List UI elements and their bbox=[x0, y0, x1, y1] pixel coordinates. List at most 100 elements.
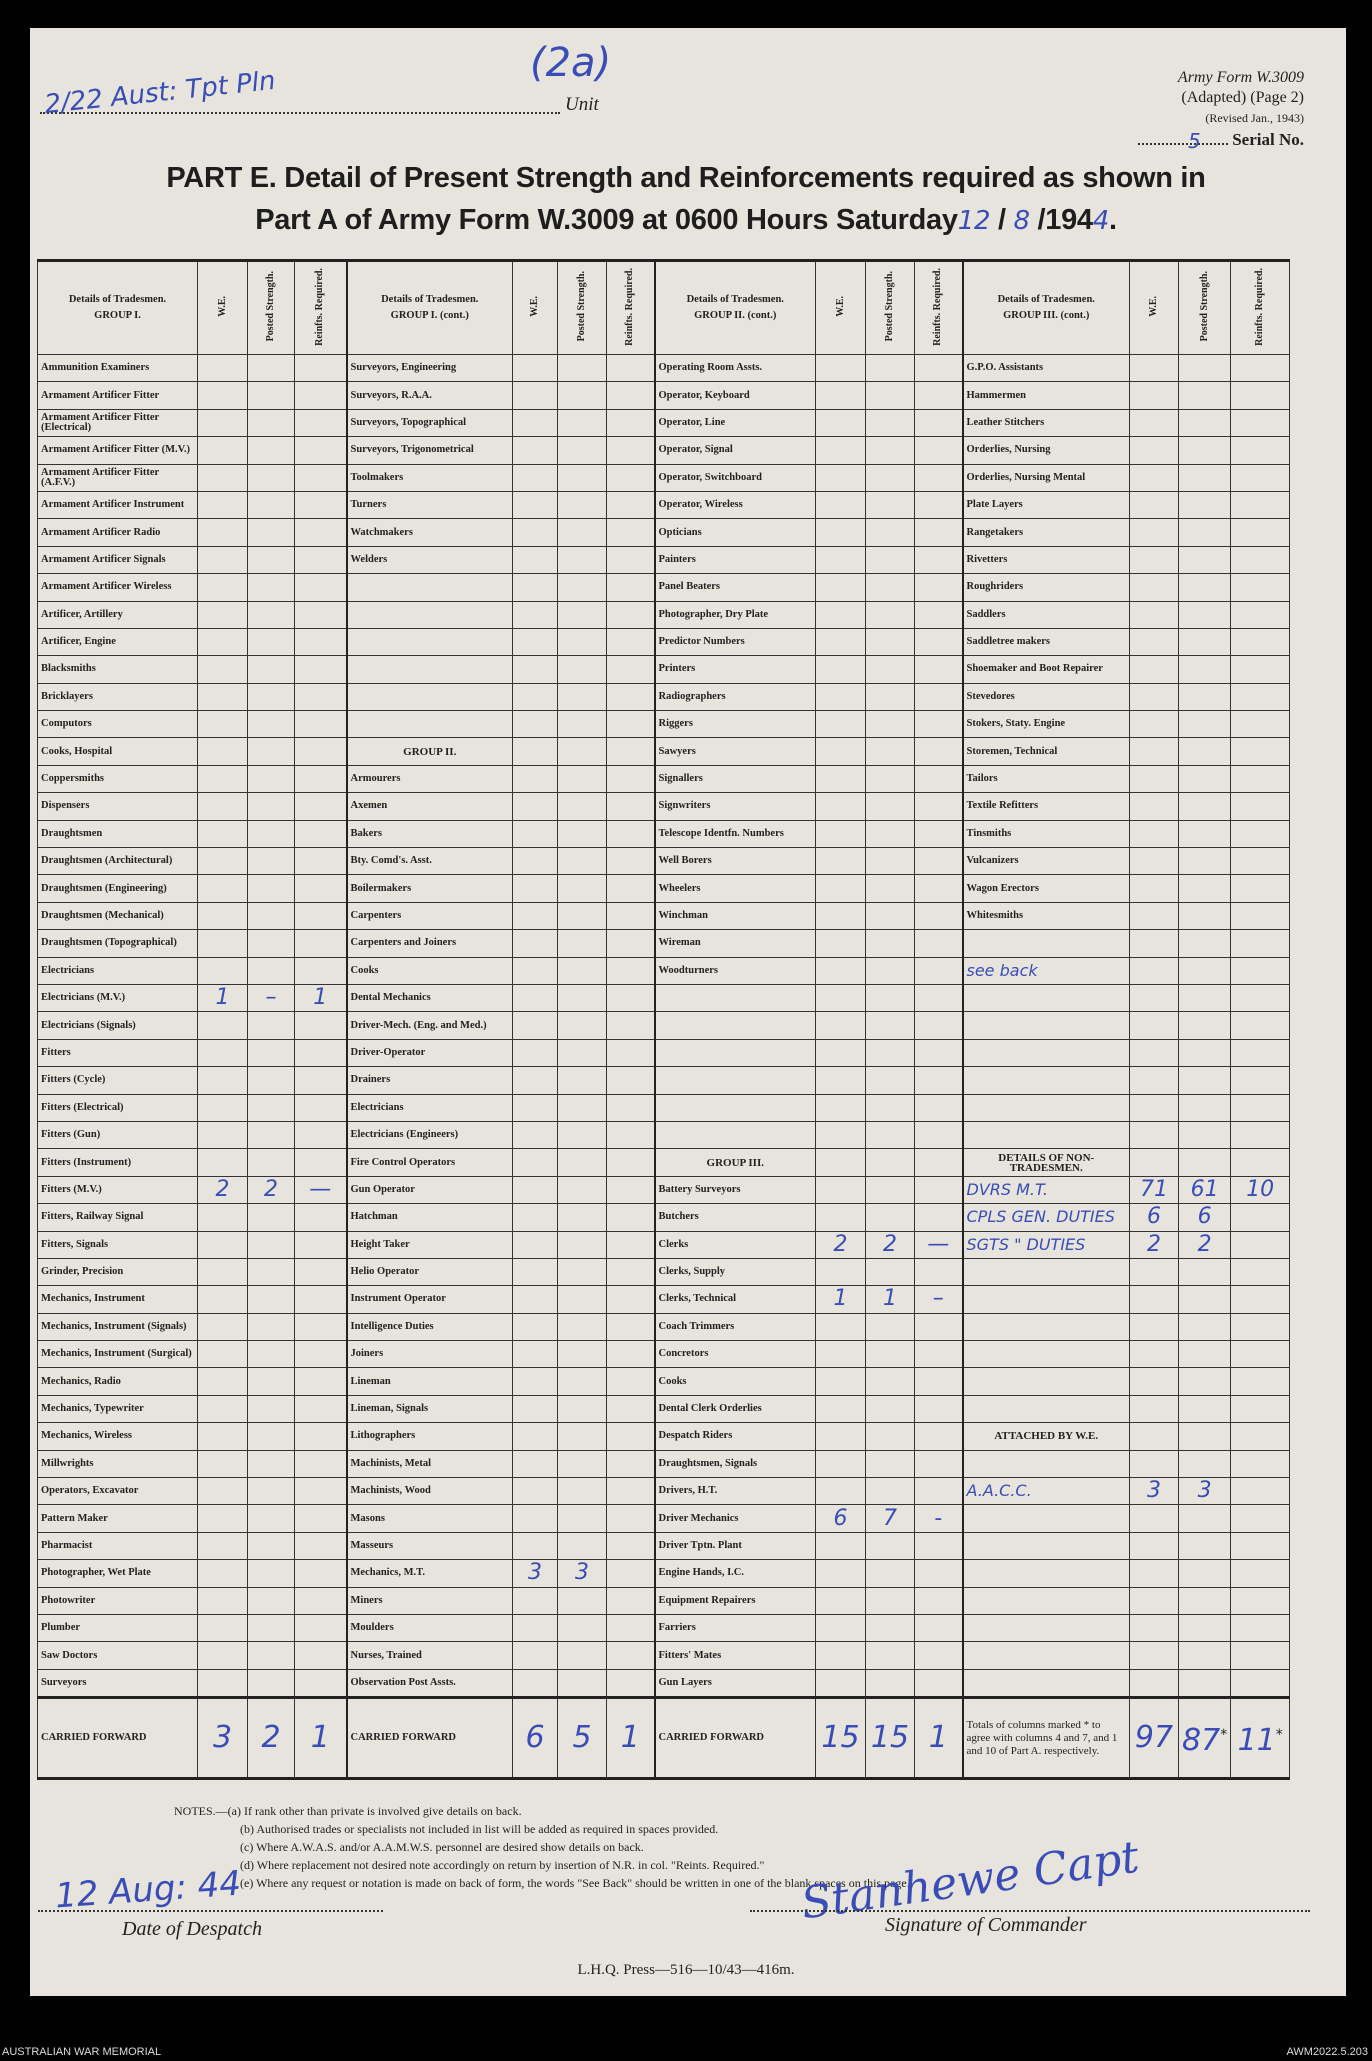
we-cell: 3 bbox=[1129, 1477, 1179, 1506]
rr-cell bbox=[1230, 1477, 1291, 1506]
table-row: Draughtsmen Bakers Telescope Identfn. Numb… bbox=[37, 819, 1291, 849]
form-revised: (Revised Jan., 1943) bbox=[1205, 111, 1304, 125]
posted-cell bbox=[557, 518, 607, 547]
reinfts-cell bbox=[1230, 655, 1291, 684]
we-cell bbox=[197, 1422, 248, 1451]
trade-label: Boilermakers bbox=[345, 874, 513, 903]
table-row: Draughtsmen (Engineering) Boilermakers Whe… bbox=[37, 874, 1291, 903]
we-cell bbox=[1129, 1394, 1179, 1424]
we-cell bbox=[512, 1668, 558, 1699]
trade-label: Saddletree makers bbox=[961, 627, 1130, 657]
reinfts-cell bbox=[1230, 792, 1291, 821]
reinfts-cell bbox=[914, 1586, 963, 1615]
posted-cell bbox=[1177, 408, 1232, 438]
trade-label: Operator, Wireless bbox=[653, 490, 816, 520]
title-line-1: PART E. Detail of Present Strength and R… bbox=[166, 162, 1206, 194]
reinfts-cell bbox=[914, 1641, 963, 1670]
reinfts-cell bbox=[294, 1340, 347, 1369]
trade-label bbox=[961, 1312, 1130, 1342]
reinfts-cell bbox=[606, 956, 655, 985]
trade-label: Millwrights bbox=[37, 1449, 198, 1479]
we-cell: 1 bbox=[815, 1285, 866, 1314]
table-row: Dispensers Axemen Signwriters Textile Refit… bbox=[37, 792, 1291, 821]
posted-cell bbox=[557, 600, 607, 629]
table-row: Armament Artificer Fitter Surveyors, R.A.… bbox=[37, 381, 1291, 410]
reinfts-cell bbox=[914, 1613, 963, 1643]
ps-cell: 3 bbox=[1177, 1477, 1232, 1506]
we-cell bbox=[197, 1668, 248, 1699]
empty-cell bbox=[865, 1148, 915, 1177]
table-row: Armament Artificer Wireless Panel Beaters… bbox=[37, 573, 1291, 602]
reinfts-cell bbox=[1230, 929, 1291, 958]
total-number: 87 bbox=[1182, 1723, 1221, 1759]
reinfts-cell bbox=[294, 627, 347, 657]
group-heading: GROUP III. bbox=[653, 1148, 816, 1177]
reinfts-cell bbox=[606, 1285, 655, 1314]
total-number: 97 bbox=[1134, 1720, 1174, 1756]
table-row: Artificer, Artillery Photographer, Dry Pl… bbox=[37, 600, 1291, 629]
reinfts-cell: - bbox=[914, 1504, 963, 1533]
posted-cell bbox=[247, 518, 295, 547]
table-row: Fitters (M.V.) 2 2— Gun Operator Battery Sur… bbox=[37, 1175, 1291, 1205]
we-cell bbox=[512, 1203, 558, 1232]
trade-label: Fitters bbox=[37, 1038, 198, 1068]
trade-label: Saddlers bbox=[961, 600, 1130, 629]
we-cell bbox=[512, 1504, 558, 1533]
table-row: Fitters (Instrument) Fire Control Operato… bbox=[37, 1148, 1291, 1177]
posted-cell bbox=[865, 545, 915, 575]
posted-cell bbox=[865, 847, 915, 876]
trade-label: Clerks, Supply bbox=[653, 1257, 816, 1287]
posted-cell bbox=[557, 1175, 607, 1205]
posted-cell bbox=[865, 1531, 915, 1561]
reinfts-header-label: Reinfts. Required. bbox=[624, 267, 636, 346]
we-cell bbox=[1129, 1641, 1179, 1670]
trade-label: Armament Artificer Fitter (M.V.) bbox=[37, 436, 198, 465]
trade-label bbox=[653, 1093, 816, 1122]
table-row: Mechanics, Radio Lineman Cooks bbox=[37, 1367, 1291, 1396]
posted-cell bbox=[865, 1641, 915, 1670]
reinfts-cell bbox=[914, 518, 963, 547]
trade-label: Operators, Excavator bbox=[37, 1477, 198, 1506]
posted-cell bbox=[557, 1148, 607, 1177]
trade-label bbox=[345, 655, 513, 684]
table-row: Mechanics, Instrument (Surgical) Joiners C… bbox=[37, 1340, 1291, 1369]
reinfts-cell bbox=[606, 1504, 655, 1533]
table-row: Pharmacist Masseurs Driver Tptn. Plant bbox=[37, 1531, 1291, 1561]
table-row: Pattern Maker Masons Driver Mechanics 6 7- bbox=[37, 1504, 1291, 1533]
table-row: Surveyors Observation Post Assts. Gun Laye… bbox=[37, 1668, 1291, 1699]
posted-cell bbox=[1177, 573, 1232, 602]
reinfts-cell bbox=[914, 600, 963, 629]
posted-cell bbox=[865, 1312, 915, 1342]
reinfts-cell bbox=[606, 1641, 655, 1670]
reinfts-cell bbox=[1230, 518, 1291, 547]
trade-label: Armament Artificer Fitter (Electrical) bbox=[37, 408, 198, 438]
trade-label bbox=[345, 682, 513, 712]
we-cell bbox=[815, 847, 866, 876]
posted-cell bbox=[557, 490, 607, 520]
reinfts-cell bbox=[914, 1038, 963, 1068]
trade-label: Gun Operator bbox=[345, 1175, 513, 1205]
trade-label: Whitesmiths bbox=[961, 901, 1130, 931]
trade-label bbox=[653, 1038, 816, 1068]
we-cell bbox=[197, 436, 248, 465]
trade-label: Fitters (Gun) bbox=[37, 1120, 198, 1150]
trade-label: Lineman bbox=[345, 1367, 513, 1396]
posted-cell bbox=[247, 1148, 295, 1177]
reinfts-cell bbox=[1230, 1531, 1291, 1561]
posted-cell bbox=[865, 956, 915, 985]
we-cell bbox=[512, 1257, 558, 1287]
reinfts-header-label: Reinfts. Required. bbox=[314, 267, 326, 346]
we-cell bbox=[1129, 1120, 1179, 1150]
reinfts-cell bbox=[606, 545, 655, 575]
posted-cell bbox=[1177, 983, 1232, 1013]
reinfts-cell bbox=[914, 490, 963, 520]
posted-header-label: Posted Strength. bbox=[1198, 271, 1210, 342]
posted-cell bbox=[247, 1531, 295, 1561]
posted-cell bbox=[865, 353, 915, 383]
reinfts-cell bbox=[914, 764, 963, 794]
reinfts-cell bbox=[1230, 983, 1291, 1013]
posted-header: Posted Strength. bbox=[1177, 260, 1232, 355]
we-cell bbox=[197, 463, 248, 492]
posted-cell bbox=[865, 1120, 915, 1150]
table-row: Fitters Driver-Operator bbox=[37, 1038, 1291, 1068]
